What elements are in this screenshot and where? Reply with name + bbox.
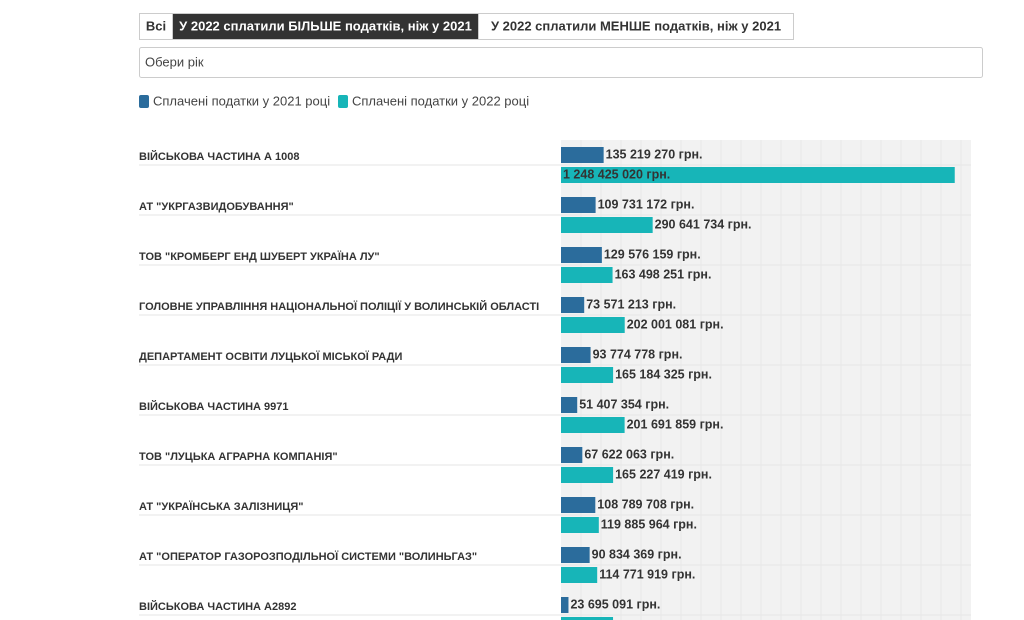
bar (561, 347, 591, 363)
bar (561, 247, 602, 263)
bar (561, 497, 596, 513)
bar (561, 367, 614, 383)
category-label: АТ "УКРГАЗВИДОБУВАННЯ" (139, 201, 294, 213)
bar (561, 297, 585, 313)
bar (561, 147, 604, 163)
tab[interactable] (139, 13, 173, 40)
category-label: ВІЙСЬКОВА ЧАСТИНА А2892 (139, 600, 296, 613)
value-label: 93 774 778 грн. (593, 347, 683, 361)
value-label: 108 789 708 грн. (597, 497, 694, 511)
category-label: АТ "УКРАЇНСЬКА ЗАЛІЗНИЦЯ" (139, 500, 303, 513)
value-label: 165 227 419 грн. (615, 467, 712, 481)
legend-swatch (139, 95, 149, 108)
value-label: 129 576 159 грн. (604, 247, 701, 261)
bar (561, 617, 614, 620)
value-label: 1 248 425 020 грн. (563, 167, 670, 181)
bar (561, 317, 625, 333)
value-label: 23 695 091 грн. (570, 597, 660, 611)
value-label: 201 691 859 грн. (627, 417, 724, 431)
category-label: ТОВ "КРОМБЕРГ ЕНД ШУБЕРТ УКРАЇНА ЛУ" (139, 250, 380, 263)
bar (561, 267, 613, 283)
tab[interactable] (172, 13, 479, 40)
bar (561, 397, 578, 413)
value-label: 165 184 325 грн. (615, 367, 712, 381)
category-label: ГОЛОВНЕ УПРАВЛІННЯ НАЦІОНАЛЬНОЇ ПОЛІЦІЇ … (139, 300, 539, 313)
year-select-placeholder: Обери рік (145, 54, 204, 69)
tab-label: У 2022 сплатили МЕНШЕ податків, ніж у 20… (491, 18, 781, 33)
value-label: 135 219 270 грн. (606, 147, 703, 161)
category-label: АТ "ОПЕРАТОР ГАЗОРОЗПОДІЛЬНОЇ СИСТЕМИ "В… (139, 550, 477, 563)
value-label: 163 498 251 грн. (615, 267, 712, 281)
value-label: 202 001 081 грн. (627, 317, 724, 331)
bar (561, 567, 598, 583)
legend-label: Сплачені податки у 2021 році (153, 93, 330, 108)
value-label: 119 885 964 грн. (601, 517, 697, 531)
value-label: 90 834 369 грн. (592, 547, 682, 561)
value-label: 51 407 354 грн. (579, 397, 669, 411)
value-label: 114 771 919 грн. (599, 567, 695, 581)
legend-swatch (338, 95, 348, 108)
category-label: ДЕПАРТАМЕНТ ОСВІТИ ЛУЦЬКОЇ МІСЬКОЇ РАДИ (139, 350, 402, 363)
bar (561, 417, 625, 433)
tab-label: У 2022 сплатили БІЛЬШЕ податків, ніж у 2… (179, 18, 472, 33)
year-select[interactable] (139, 47, 983, 78)
category-label: ВІЙСЬКОВА ЧАСТИНА А 1008 (139, 150, 300, 163)
bar (561, 217, 653, 233)
bar (561, 467, 614, 483)
value-label: 67 622 063 грн. (584, 447, 674, 461)
tab-label: Всі (146, 18, 166, 33)
tab[interactable] (478, 13, 794, 40)
category-label: ТОВ "ЛУЦЬКА АГРАРНА КОМПАНІЯ" (139, 451, 338, 463)
bar (561, 167, 955, 183)
bar (561, 547, 590, 563)
bar (561, 197, 596, 213)
bar (561, 597, 569, 613)
bar (561, 517, 599, 533)
value-label: 109 731 172 грн. (598, 197, 695, 211)
category-label: ВІЙСЬКОВА ЧАСТИНА 9971 (139, 400, 289, 413)
value-label: 73 571 213 грн. (586, 297, 676, 311)
legend-label: Сплачені податки у 2022 році (352, 93, 529, 108)
bar (561, 447, 583, 463)
value-label: 290 641 734 грн. (655, 217, 752, 231)
